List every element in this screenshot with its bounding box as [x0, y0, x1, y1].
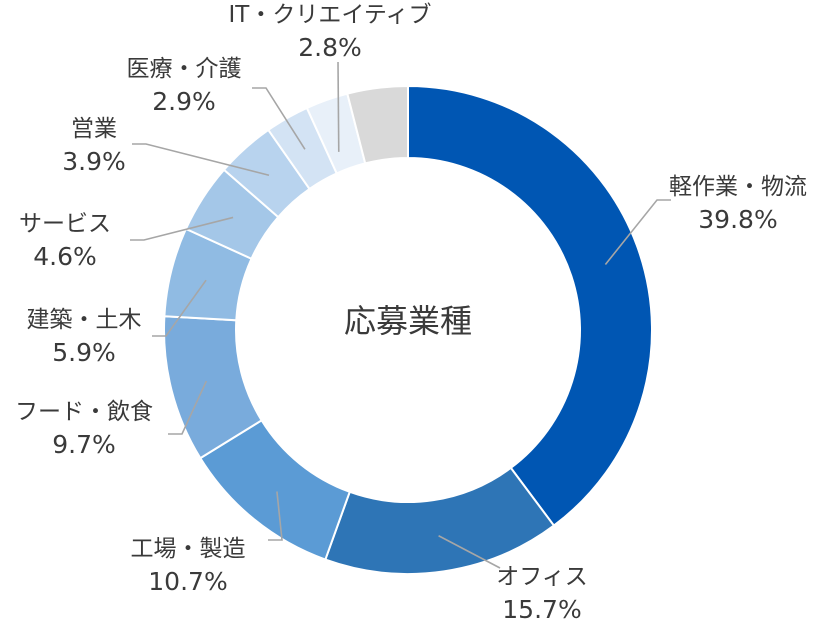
slice-value-label-5: 5.9% — [52, 338, 116, 367]
slice-value-label-9: 2.8% — [298, 33, 362, 62]
chart-title: 応募業種 — [344, 302, 472, 340]
pie-slice-2 — [324, 466, 556, 575]
slice-label-4: フード・飲食 — [15, 399, 153, 425]
slice-value-label-7: 3.9% — [62, 147, 126, 176]
slice-label-3: 工場・製造 — [131, 536, 246, 562]
slice-value-label-3: 10.7% — [148, 567, 227, 596]
leader-line-9 — [337, 61, 340, 152]
slice-label-7: 営業 — [71, 116, 117, 142]
slices-group — [163, 84, 653, 575]
slice-value-label-6: 4.6% — [33, 242, 97, 271]
slice-label-1: 軽作業・物流 — [669, 174, 807, 200]
leader-line-4 — [168, 380, 208, 435]
leader-line-5 — [152, 279, 207, 337]
slice-label-5: 建築・土木 — [27, 307, 142, 333]
leader-line-6 — [130, 216, 234, 241]
leader-lines-group — [130, 61, 671, 569]
pie-slice-10 — [346, 84, 409, 165]
slice-label-8: 医療・介護 — [127, 56, 242, 82]
leader-line-8 — [252, 87, 306, 150]
slice-value-label-8: 2.9% — [152, 87, 216, 116]
slice-label-6: サービス — [19, 211, 111, 237]
labels-group: 軽作業・物流 39.8% オフィス 15.7% 工場・製造 10.7% フード・飲食 9.7%… — [15, 2, 807, 624]
leader-line-2 — [438, 535, 501, 569]
slice-value-label-2: 15.7% — [502, 595, 581, 624]
slice-label-9: IT・クリエイティブ — [229, 2, 432, 28]
slice-value-label-4: 9.7% — [52, 430, 116, 459]
slice-label-2: オフィス — [496, 564, 588, 590]
leader-line-3 — [268, 491, 283, 541]
leader-line-1 — [604, 199, 671, 265]
leader-line-7 — [132, 143, 270, 177]
pie-slice-1 — [407, 84, 653, 527]
slice-value-label-1: 39.8% — [698, 205, 777, 234]
